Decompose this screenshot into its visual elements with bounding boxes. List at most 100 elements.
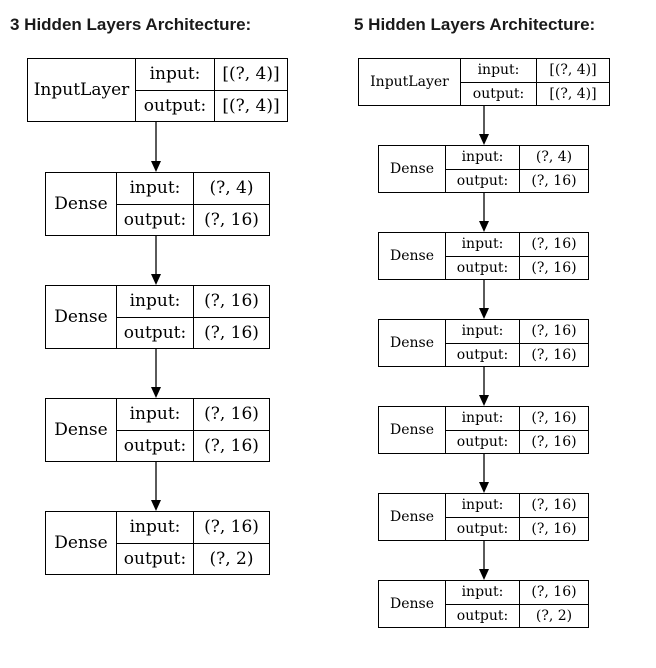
layer-shape-table: input: (?, 16) output: (?, 16) [446,494,588,540]
right-layer-2: Dense input: (?, 16) output: (?, 16) [378,232,589,280]
layer-output-label: output: [446,517,520,540]
layer-output-row: output: (?, 16) [446,342,588,366]
layer-output-label: output: [446,430,520,453]
layer-input-label: input: [461,59,537,82]
layer-input-row: input: (?, 4) [446,146,588,169]
layer-output-shape: (?, 16) [531,259,577,276]
layer-input-label: input: [117,512,194,543]
right-layer-6: Dense input: (?, 16) output: (?, 2) [378,580,589,628]
layer-shape-table: input: (?, 16) output: (?, 16) [446,407,588,453]
layer-input-shape: [(?, 4)] [222,64,280,85]
layer-output-label: output: [446,256,520,279]
layer-input-shape: (?, 16) [204,291,259,312]
layer-input-label: input: [446,581,520,604]
layer-output-row: output: (?, 16) [446,516,588,540]
layer-input-label: input: [117,399,194,430]
layer-name: Dense [46,512,117,574]
layer-name: Dense [379,494,446,540]
layer-input-row: input: (?, 4) [117,173,269,204]
layer-input-shape: (?, 16) [531,410,577,427]
layer-shape-table: input: [(?, 4)] output: [(?, 4)] [136,59,287,121]
layer-input-shape: (?, 16) [531,323,577,340]
layer-input-label: input: [446,233,520,256]
right-diagram-title: 5 Hidden Layers Architecture: [354,15,596,34]
layer-output-row: output: (?, 16) [117,316,269,348]
layer-output-shape: (?, 16) [531,433,577,450]
layer-input-label: input: [136,59,215,90]
layer-input-shape: (?, 16) [204,517,259,538]
layer-output-shape: [(?, 4)] [222,95,280,116]
layer-output-shape: (?, 2) [535,607,573,624]
layer-name: Dense [379,146,446,192]
layer-output-shape: (?, 16) [531,520,577,537]
left-arrow-head-0 [151,161,161,172]
layer-input-row: input: (?, 16) [117,399,269,430]
layer-input-shape: (?, 16) [531,236,577,253]
layer-input-row: input: (?, 16) [446,494,588,517]
layer-shape-table: input: (?, 4) output: (?, 16) [117,173,269,235]
layer-output-row: output: (?, 16) [446,168,588,192]
layer-name: Dense [379,407,446,453]
layer-input-row: input: (?, 16) [446,407,588,430]
layer-input-shape: (?, 4) [535,149,573,166]
layer-shape-table: input: (?, 4) output: (?, 16) [446,146,588,192]
layer-output-label: output: [446,169,520,192]
right-arrow-head-3 [479,395,489,406]
layer-output-row: output: [(?, 4)] [461,81,609,105]
layer-output-label: output: [446,604,520,627]
layer-name: Dense [379,581,446,627]
layer-output-row: output: (?, 2) [446,603,588,627]
layer-shape-table: input: [(?, 4)] output: [(?, 4)] [461,59,609,105]
right-arrow-head-2 [479,308,489,319]
right-layer-1: Dense input: (?, 4) output: (?, 16) [378,145,589,193]
layer-output-shape: (?, 16) [204,435,259,456]
layer-input-label: input: [446,407,520,430]
layer-input-row: input: [(?, 4)] [461,59,609,82]
left-arrow-head-2 [151,387,161,398]
left-layer-1: Dense input: (?, 4) output: (?, 16) [45,172,270,236]
layer-output-label: output: [136,90,215,121]
layer-input-label: input: [117,286,194,317]
layer-output-row: output: (?, 16) [117,203,269,235]
layer-shape-table: input: (?, 16) output: (?, 2) [446,581,588,627]
layer-input-label: input: [446,320,520,343]
layer-input-row: input: [(?, 4)] [136,59,287,90]
layer-input-shape: (?, 16) [531,584,577,601]
layer-output-shape: [(?, 4)] [549,85,597,102]
layer-output-shape: (?, 16) [204,322,259,343]
right-layer-5: Dense input: (?, 16) output: (?, 16) [378,493,589,541]
layer-name: Dense [46,173,117,235]
right-arrow-head-0 [479,134,489,145]
left-layer-4: Dense input: (?, 16) output: (?, 2) [45,511,270,575]
left-diagram-title: 3 Hidden Layers Architecture: [10,15,252,34]
right-arrow-head-4 [479,482,489,493]
layer-input-shape: [(?, 4)] [549,62,597,79]
layer-name: Dense [46,399,117,461]
layer-shape-table: input: (?, 16) output: (?, 16) [446,320,588,366]
layer-shape-table: input: (?, 16) output: (?, 16) [117,399,269,461]
layer-output-row: output: [(?, 4)] [136,89,287,121]
layer-output-label: output: [117,204,194,235]
layer-input-row: input: (?, 16) [117,286,269,317]
right-arrow-head-5 [479,569,489,580]
layer-name: InputLayer [28,59,136,121]
layer-shape-table: input: (?, 16) output: (?, 16) [117,286,269,348]
left-layer-3: Dense input: (?, 16) output: (?, 16) [45,398,270,462]
layer-output-label: output: [117,317,194,348]
layer-name: Dense [46,286,117,348]
layer-input-row: input: (?, 16) [446,320,588,343]
layer-output-shape: (?, 16) [531,172,577,189]
layer-output-label: output: [117,430,194,461]
layer-input-row: input: (?, 16) [446,233,588,256]
left-layer-2: Dense input: (?, 16) output: (?, 16) [45,285,270,349]
layer-shape-table: input: (?, 16) output: (?, 2) [117,512,269,574]
layer-name: InputLayer [359,59,461,105]
layer-input-row: input: (?, 16) [446,581,588,604]
left-layer-0: InputLayer input: [(?, 4)] output: [(?, 4)] [27,58,288,122]
layer-output-label: output: [461,82,537,105]
layer-output-row: output: (?, 16) [446,429,588,453]
layer-output-label: output: [117,543,194,574]
layer-shape-table: input: (?, 16) output: (?, 16) [446,233,588,279]
layer-input-row: input: (?, 16) [117,512,269,543]
layer-output-shape: (?, 2) [209,548,254,569]
